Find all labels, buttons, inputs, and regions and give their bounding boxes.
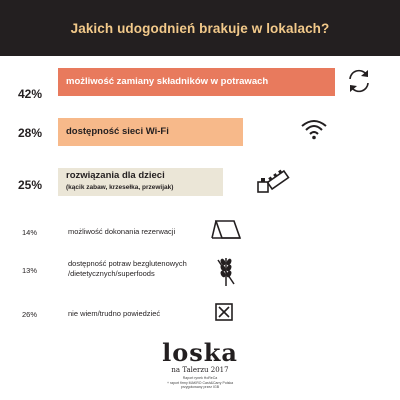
category-label-5-line2: /dietetycznych/superfoods	[68, 269, 155, 278]
header-bar: Jakich udogodnień brakuje w lokalach?	[0, 0, 400, 56]
category-label-5-line1: dostępność potraw bezglutenowych	[68, 259, 187, 268]
bar-1	[58, 68, 335, 96]
bar-3	[58, 168, 223, 196]
logo-fineprint: Raport rynek HoReCa + raport firmy MAKRO…	[166, 376, 234, 389]
wifi-icon	[301, 120, 327, 140]
value-label-1: 42%	[18, 87, 43, 101]
category-label-1: możliwość zamiany składników w potrawach	[66, 76, 269, 87]
value-label-6: 26%	[22, 310, 38, 319]
wheat-crossed-icon	[217, 258, 235, 286]
logo-subtitle: na Talerzu 2017	[171, 366, 229, 374]
category-label-2: dostępność sieci Wi-Fi	[66, 126, 169, 137]
checkbox-x-icon	[215, 303, 233, 321]
category-label-3: rozwiązania dla dzieci	[66, 170, 165, 181]
category-label-4: możliwość dokonania rezerwacji	[68, 227, 176, 236]
category-label-6: nie wiem/trudno powiedzieć	[68, 309, 161, 318]
refresh-icon	[349, 69, 369, 93]
category-sublabel-3: (kącik zabaw, krzesełka, przewijak)	[66, 184, 174, 191]
chart-title: Jakich udogodnień brakuje w lokalach?	[70, 20, 330, 36]
value-label-4: 14%	[22, 228, 38, 237]
value-label-3: 25%	[18, 178, 43, 192]
bar-2	[58, 118, 243, 146]
reservation-card-icon	[211, 220, 242, 239]
toy-blocks-icon	[257, 169, 290, 193]
logo-wordmark: loska	[162, 338, 238, 367]
value-label-5: 13%	[22, 266, 38, 275]
value-label-2: 28%	[18, 126, 43, 140]
